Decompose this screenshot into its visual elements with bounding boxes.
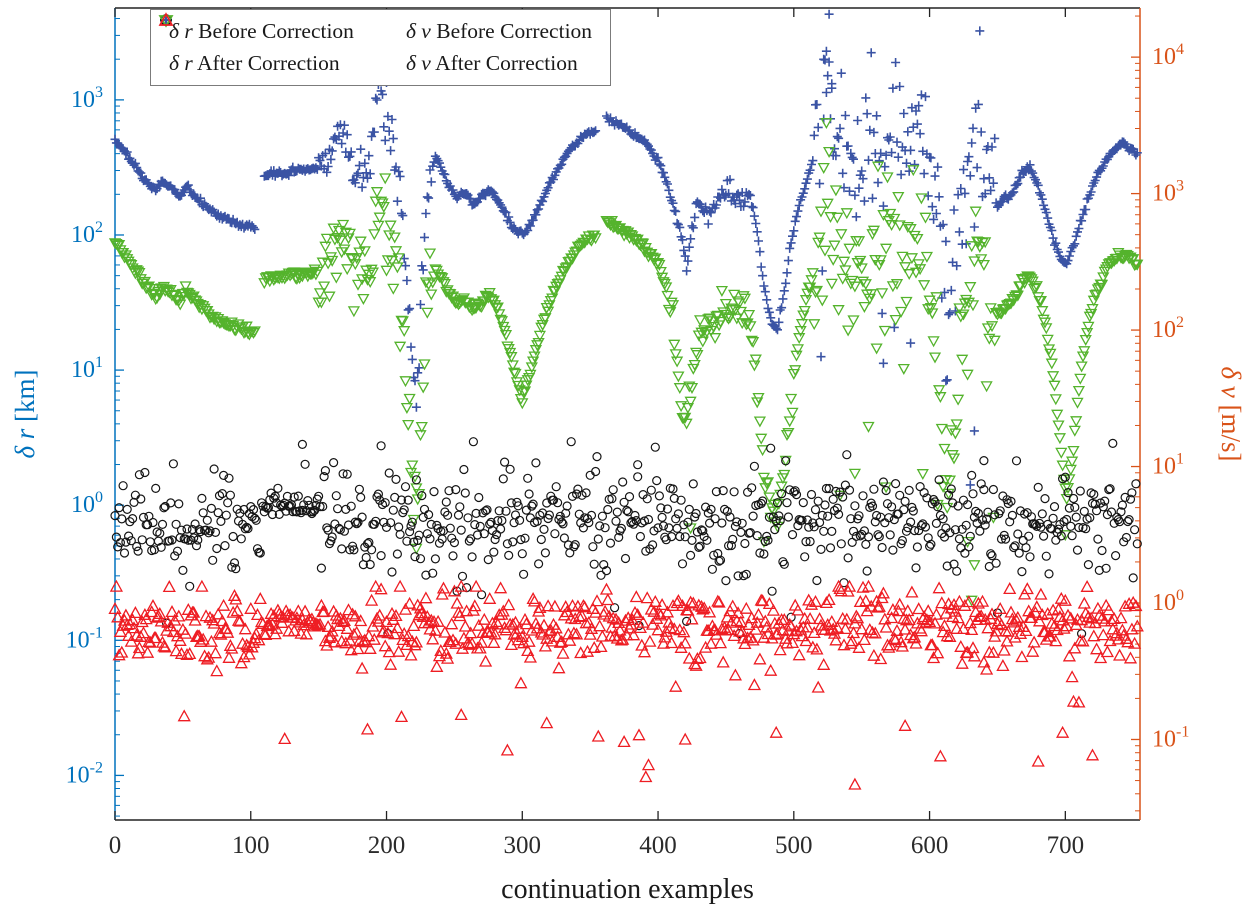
x-tick-label: 0 [109, 832, 122, 859]
legend-item-dr-before: δ r Before Correction [160, 14, 354, 44]
x-tick-label: 700 [1047, 832, 1085, 859]
legend-text: After Correction [435, 51, 578, 75]
x-tick-label: 400 [639, 832, 677, 859]
y-tick-label-left: 10-2 [66, 759, 103, 788]
y-tick-label-left: 103 [71, 84, 103, 113]
x-tick-label: 300 [504, 832, 542, 859]
series-tri-up-markers [108, 579, 1144, 790]
legend-text: Before Correction [198, 19, 354, 43]
series-tri-down-markers [108, 118, 1144, 607]
legend-item-dr-after: δ r After Correction [160, 14, 354, 76]
legend-item-dv-after: δ v After Correction [158, 12, 592, 76]
y-tick-label-left: 10-1 [66, 624, 103, 653]
x-tick-label: 600 [911, 832, 949, 859]
y-tick-label-right: 100 [1152, 587, 1184, 616]
legend-text: Before Correction [436, 19, 593, 43]
y-tick-label-right: 104 [1152, 41, 1184, 70]
y-tick-label-right: 102 [1152, 314, 1184, 343]
y-tick-label-left: 101 [71, 354, 103, 383]
legend-var: δ v [405, 19, 431, 43]
x-tick-label: 100 [232, 832, 270, 859]
legend-item-dv-before: δ v Before Correction [158, 15, 593, 44]
x-tick-label: 500 [775, 832, 813, 859]
y-axis-label-left: δ r [km] [10, 369, 40, 458]
y-tick-label-left: 100 [71, 489, 103, 518]
legend: δ r Before Correction δ r After Correcti… [150, 9, 612, 86]
y-axis-label-right: δ v [m/s] [1216, 366, 1246, 461]
y-tick-label-right: 10-1 [1152, 723, 1189, 752]
x-axis-label: continuation examples [501, 874, 754, 905]
legend-var: δ v [405, 51, 431, 75]
triangle-up-marker-icon [158, 12, 174, 26]
y-tick-label-right: 103 [1152, 178, 1184, 207]
series-plus-markers [110, 9, 1142, 490]
legend-text: After Correction [196, 51, 340, 75]
x-tick-label: 200 [368, 832, 406, 859]
legend-var: δ r [169, 19, 193, 43]
y-tick-label-right: 101 [1152, 451, 1184, 480]
legend-var: δ r [169, 51, 193, 75]
y-tick-label-left: 102 [71, 219, 103, 248]
